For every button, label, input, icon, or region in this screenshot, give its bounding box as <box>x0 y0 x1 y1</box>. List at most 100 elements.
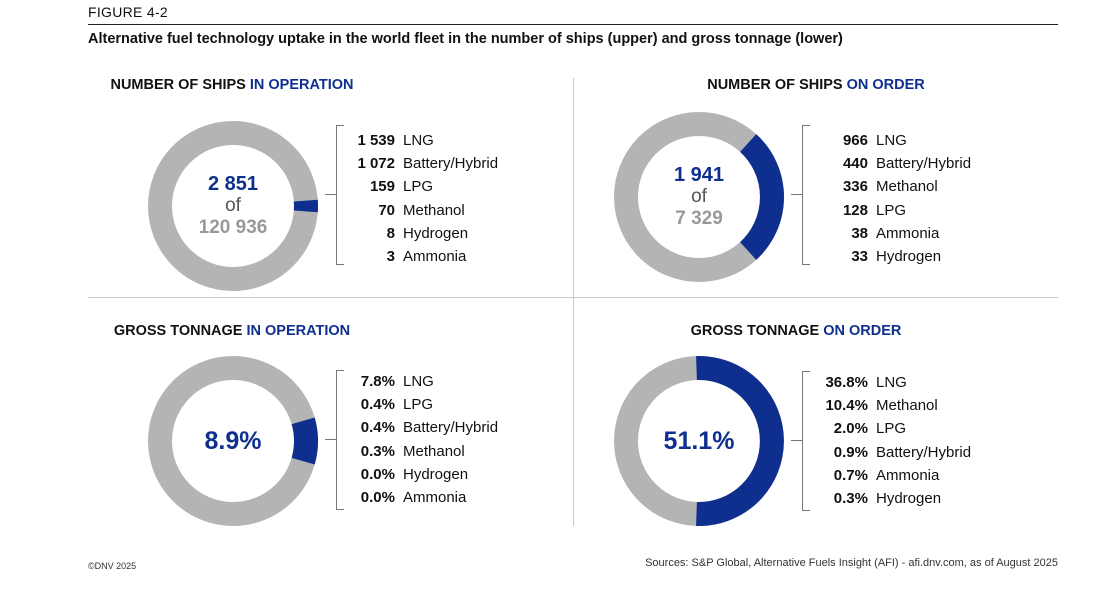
center-percent: 8.9% <box>204 426 262 455</box>
legend-item: 159 LPG <box>350 175 560 198</box>
panel-tonnage-in-operation: GROSS TONNAGE IN OPERATION 8.9% 7.8% LNG … <box>88 323 572 548</box>
panel-title: NUMBER OF SHIPS ON ORDER <box>574 77 1058 93</box>
donut-share-arc <box>739 134 784 260</box>
donut-center: 1 941 of 7 329 <box>614 112 784 282</box>
panel-title-accent: IN OPERATION <box>249 77 354 93</box>
panel-title-accent: ON ORDER <box>823 323 902 339</box>
legend-value: 2.0% <box>833 420 868 438</box>
legend-value: 0.3% <box>833 490 868 508</box>
legend: 966 LNG 440 Battery/Hybrid 336 Methanol 128… <box>816 129 1026 268</box>
legend-item: 1 539 LNG <box>350 129 560 152</box>
legend-label: Methanol <box>403 442 465 460</box>
donut-svg <box>148 356 318 526</box>
figure-label: FIGURE 4-2 <box>88 4 169 20</box>
legend-value: 33 <box>851 248 868 266</box>
legend-label: Hydrogen <box>403 465 469 483</box>
donut-share-arc <box>696 356 784 526</box>
legend-bracket <box>791 371 811 511</box>
legend-value: 36.8% <box>825 374 868 392</box>
legend-item: 0.7% Ammonia <box>816 464 1026 487</box>
legend-label: Methanol <box>403 201 465 219</box>
legend-label: Battery/Hybrid <box>403 155 499 173</box>
center-total: 7 329 <box>675 208 723 229</box>
panel-title: GROSS TONNAGE IN OPERATION <box>0 323 474 339</box>
donut-chart: 2 851 of 120 936 <box>148 121 318 291</box>
horizontal-divider <box>88 297 1058 298</box>
panel-title-main: NUMBER OF SHIPS <box>110 77 250 93</box>
donut-chart: 1 941 of 7 329 <box>614 112 784 282</box>
legend-value: 70 <box>378 201 395 219</box>
legend-value: 7.8% <box>360 373 395 391</box>
legend-item: 2.0% LPG <box>816 417 1026 440</box>
panel-title-accent: ON ORDER <box>846 77 925 93</box>
legend-value: 0.9% <box>833 443 868 461</box>
legend-item: 0.4% Battery/Hybrid <box>350 416 560 439</box>
legend-value: 0.3% <box>360 442 395 460</box>
legend-item: 0.3% Methanol <box>350 440 560 463</box>
donut-center: 8.9% <box>148 356 318 526</box>
legend: 36.8% LNG 10.4% Methanol 2.0% LPG 0.9% Batte… <box>816 371 1026 510</box>
legend-value: 0.4% <box>360 419 395 437</box>
legend-item: 36.8% LNG <box>816 371 1026 394</box>
legend-item: 3 Ammonia <box>350 245 560 268</box>
legend-bracket <box>325 370 345 510</box>
legend-value: 8 <box>386 224 395 242</box>
legend-value: 0.7% <box>833 466 868 484</box>
legend-value: 159 <box>369 178 395 196</box>
donut-share-arc <box>291 417 318 465</box>
figure-title: Alternative fuel technology uptake in th… <box>88 31 843 47</box>
legend-label: Ammonia <box>876 224 940 242</box>
legend-value: 440 <box>842 155 868 173</box>
legend-item: 1 072 Battery/Hybrid <box>350 152 560 175</box>
legend-label: Hydrogen <box>403 224 469 242</box>
legend-bracket <box>791 125 811 265</box>
panel-ships-on-order: NUMBER OF SHIPS ON ORDER 1 941 of 7 329 … <box>574 77 1058 302</box>
legend-value: 336 <box>842 178 868 196</box>
legend-label: LPG <box>403 396 434 414</box>
legend: 7.8% LNG 0.4% LPG 0.4% Battery/Hybrid 0.3% M… <box>350 370 560 509</box>
legend-item: 70 Methanol <box>350 199 560 222</box>
legend-value: 128 <box>842 201 868 219</box>
legend-value: 0.0% <box>360 465 395 483</box>
center-percent: 51.1% <box>663 426 735 455</box>
legend-value: 38 <box>851 224 868 242</box>
legend-item: 0.0% Ammonia <box>350 486 560 509</box>
legend-item: 38 Ammonia <box>816 222 1026 245</box>
legend-value: 1 539 <box>357 132 395 150</box>
legend-label: Battery/Hybrid <box>876 443 972 461</box>
panel-ships-in-operation: NUMBER OF SHIPS IN OPERATION 2 851 of 12… <box>88 77 572 302</box>
legend-value: 0.4% <box>360 396 395 414</box>
panel-title-accent: IN OPERATION <box>246 323 351 339</box>
legend-value: 1 072 <box>357 155 395 173</box>
sources-note: Sources: S&P Global, Alternative Fuels I… <box>645 557 1058 569</box>
panel-title-main: GROSS TONNAGE <box>113 323 247 339</box>
legend-label: LNG <box>403 373 434 391</box>
legend-label: Battery/Hybrid <box>876 155 972 173</box>
legend-label: Hydrogen <box>876 248 942 266</box>
legend-label: LNG <box>876 132 907 150</box>
legend-item: 0.3% Hydrogen <box>816 487 1026 510</box>
panel-title: GROSS TONNAGE ON ORDER <box>554 323 1038 339</box>
legend-label: Methanol <box>876 178 938 196</box>
donut-chart: 51.1% <box>614 356 784 526</box>
legend-label: Ammonia <box>876 466 940 484</box>
legend-value: 3 <box>386 248 395 266</box>
vertical-divider <box>573 78 574 526</box>
legend-item: 8 Hydrogen <box>350 222 560 245</box>
legend-label: LPG <box>876 420 907 438</box>
legend-item: 0.0% Hydrogen <box>350 463 560 486</box>
legend-label: LPG <box>403 178 434 196</box>
donut-center: 2 851 of 120 936 <box>148 121 318 291</box>
donut-svg <box>614 356 784 526</box>
legend-value: 10.4% <box>825 397 868 415</box>
donut-chart: 8.9% <box>148 356 318 526</box>
donut-svg <box>614 112 784 282</box>
legend-item: 33 Hydrogen <box>816 245 1026 268</box>
panel-title-main: NUMBER OF SHIPS <box>707 77 847 93</box>
legend-item: 7.8% LNG <box>350 370 560 393</box>
legend-item: 336 Methanol <box>816 175 1026 198</box>
legend-value: 0.0% <box>360 489 395 507</box>
legend-label: LNG <box>876 374 907 392</box>
donut-center: 51.1% <box>614 356 784 526</box>
legend-bracket <box>325 125 345 265</box>
